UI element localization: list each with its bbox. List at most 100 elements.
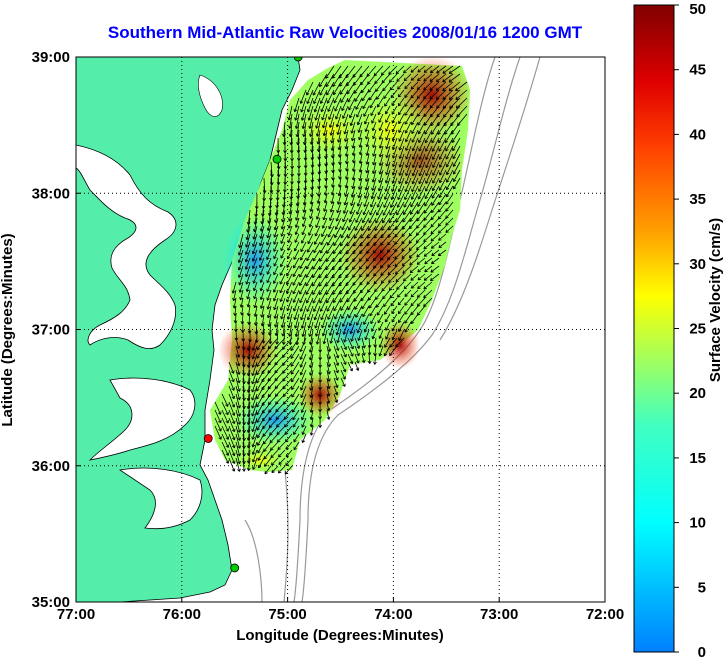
velocity-arrow — [397, 305, 405, 315]
velocity-arrow — [333, 89, 342, 104]
velocity-arrow — [378, 345, 384, 357]
velocity-arrow — [448, 73, 461, 83]
velocity-arrow — [299, 89, 307, 104]
velocity-arrow — [351, 145, 356, 156]
velocity-arrow — [398, 105, 405, 116]
velocity-arrow — [245, 233, 251, 248]
velocity-arrow — [377, 313, 384, 324]
y-tick-label: 39:00 — [32, 49, 70, 66]
velocity-arrow — [329, 121, 335, 136]
velocity-arrow — [300, 401, 307, 413]
velocity-arrow — [293, 441, 300, 451]
velocity-arrow — [391, 129, 398, 142]
velocity-arrow — [398, 313, 405, 324]
velocity-arrow — [301, 113, 307, 129]
velocity-arrow — [351, 153, 356, 164]
colorbar-tick-label: 45 — [689, 62, 706, 79]
velocity-arrow — [299, 265, 307, 278]
velocity-arrow — [442, 65, 454, 74]
velocity-arrow — [273, 233, 279, 245]
velocity-arrow — [398, 137, 405, 151]
velocity-arrow — [340, 377, 346, 387]
velocity-arrow — [235, 369, 241, 384]
velocity-arrow — [270, 449, 279, 459]
velocity-arrow — [322, 209, 328, 221]
velocity-arrow — [287, 233, 293, 244]
velocity-arrow — [398, 113, 405, 125]
x-tick-label: 73:00 — [480, 606, 518, 623]
velocity-arrow — [369, 201, 377, 216]
velocity-arrow — [356, 113, 363, 126]
velocity-arrow — [251, 377, 258, 393]
velocity-arrow — [328, 321, 335, 336]
velocity-arrow — [430, 225, 440, 235]
velocity-arrow — [376, 89, 384, 100]
velocity-arrow — [305, 273, 314, 287]
velocity-arrow — [294, 321, 300, 337]
velocity-arrow — [300, 97, 307, 113]
velocity-arrow — [378, 329, 384, 339]
velocity-arrow — [294, 105, 300, 121]
velocity-arrow — [389, 345, 398, 356]
velocity-arrow — [312, 81, 321, 96]
velocity-arrow — [442, 73, 454, 83]
velocity-arrow — [302, 209, 307, 220]
velocity-arrow — [343, 193, 349, 206]
velocity-arrow — [410, 297, 419, 307]
velocity-arrow — [251, 345, 258, 360]
velocity-arrow — [331, 177, 335, 188]
velocity-arrow — [348, 97, 356, 111]
velocity-arrow — [347, 217, 356, 231]
velocity-arrow — [398, 169, 405, 185]
velocity-arrow — [432, 153, 440, 168]
velocity-arrow — [358, 145, 363, 156]
velocity-arrow — [417, 121, 426, 135]
velocity-arrow — [398, 129, 405, 142]
velocity-arrow — [372, 145, 377, 157]
velocity-arrow — [334, 105, 342, 120]
velocity-arrow — [266, 297, 272, 310]
velocity-arrow — [384, 105, 391, 115]
velocity-arrow — [378, 169, 384, 184]
velocity-arrow — [260, 305, 265, 318]
velocity-arrow — [448, 65, 461, 74]
velocity-arrow — [294, 225, 300, 236]
velocity-arrow — [292, 257, 300, 269]
velocity-arrow — [273, 297, 279, 311]
velocity-arrow — [357, 121, 363, 133]
velocity-arrow — [403, 193, 412, 208]
velocity-arrow — [273, 241, 279, 252]
velocity-arrow — [371, 169, 377, 183]
velocity-arrow — [235, 393, 241, 409]
velocity-arrow — [405, 145, 412, 160]
velocity-arrow — [273, 225, 279, 238]
velocity-arrow — [337, 177, 342, 188]
velocity-arrow — [381, 209, 391, 224]
velocity-arrow — [266, 233, 272, 246]
velocity-arrow — [418, 161, 426, 177]
velocity-arrow — [246, 305, 251, 317]
velocity-arrow — [342, 113, 349, 127]
velocity-arrow — [318, 417, 323, 428]
velocity-arrow — [354, 217, 363, 231]
colorbar — [633, 4, 675, 653]
velocity-arrow — [319, 289, 328, 304]
velocity-arrow — [342, 321, 349, 335]
velocity-arrow — [323, 201, 328, 212]
velocity-arrow — [362, 305, 370, 318]
velocity-arrow — [405, 137, 412, 151]
velocity-arrow — [280, 225, 286, 237]
velocity-arrow — [363, 113, 370, 125]
velocity-arrow — [403, 201, 412, 216]
velocity-arrow — [431, 193, 440, 206]
velocity-arrow — [383, 297, 391, 307]
velocity-arrow — [279, 265, 286, 276]
velocity-arrow — [293, 97, 300, 113]
velocity-arrow — [259, 281, 265, 292]
velocity-arrow — [240, 305, 244, 316]
velocity-arrow — [295, 209, 300, 221]
velocity-arrow — [256, 345, 265, 359]
velocity-arrow — [237, 241, 244, 256]
velocity-arrow — [423, 289, 433, 299]
station-markers — [203, 57, 303, 573]
